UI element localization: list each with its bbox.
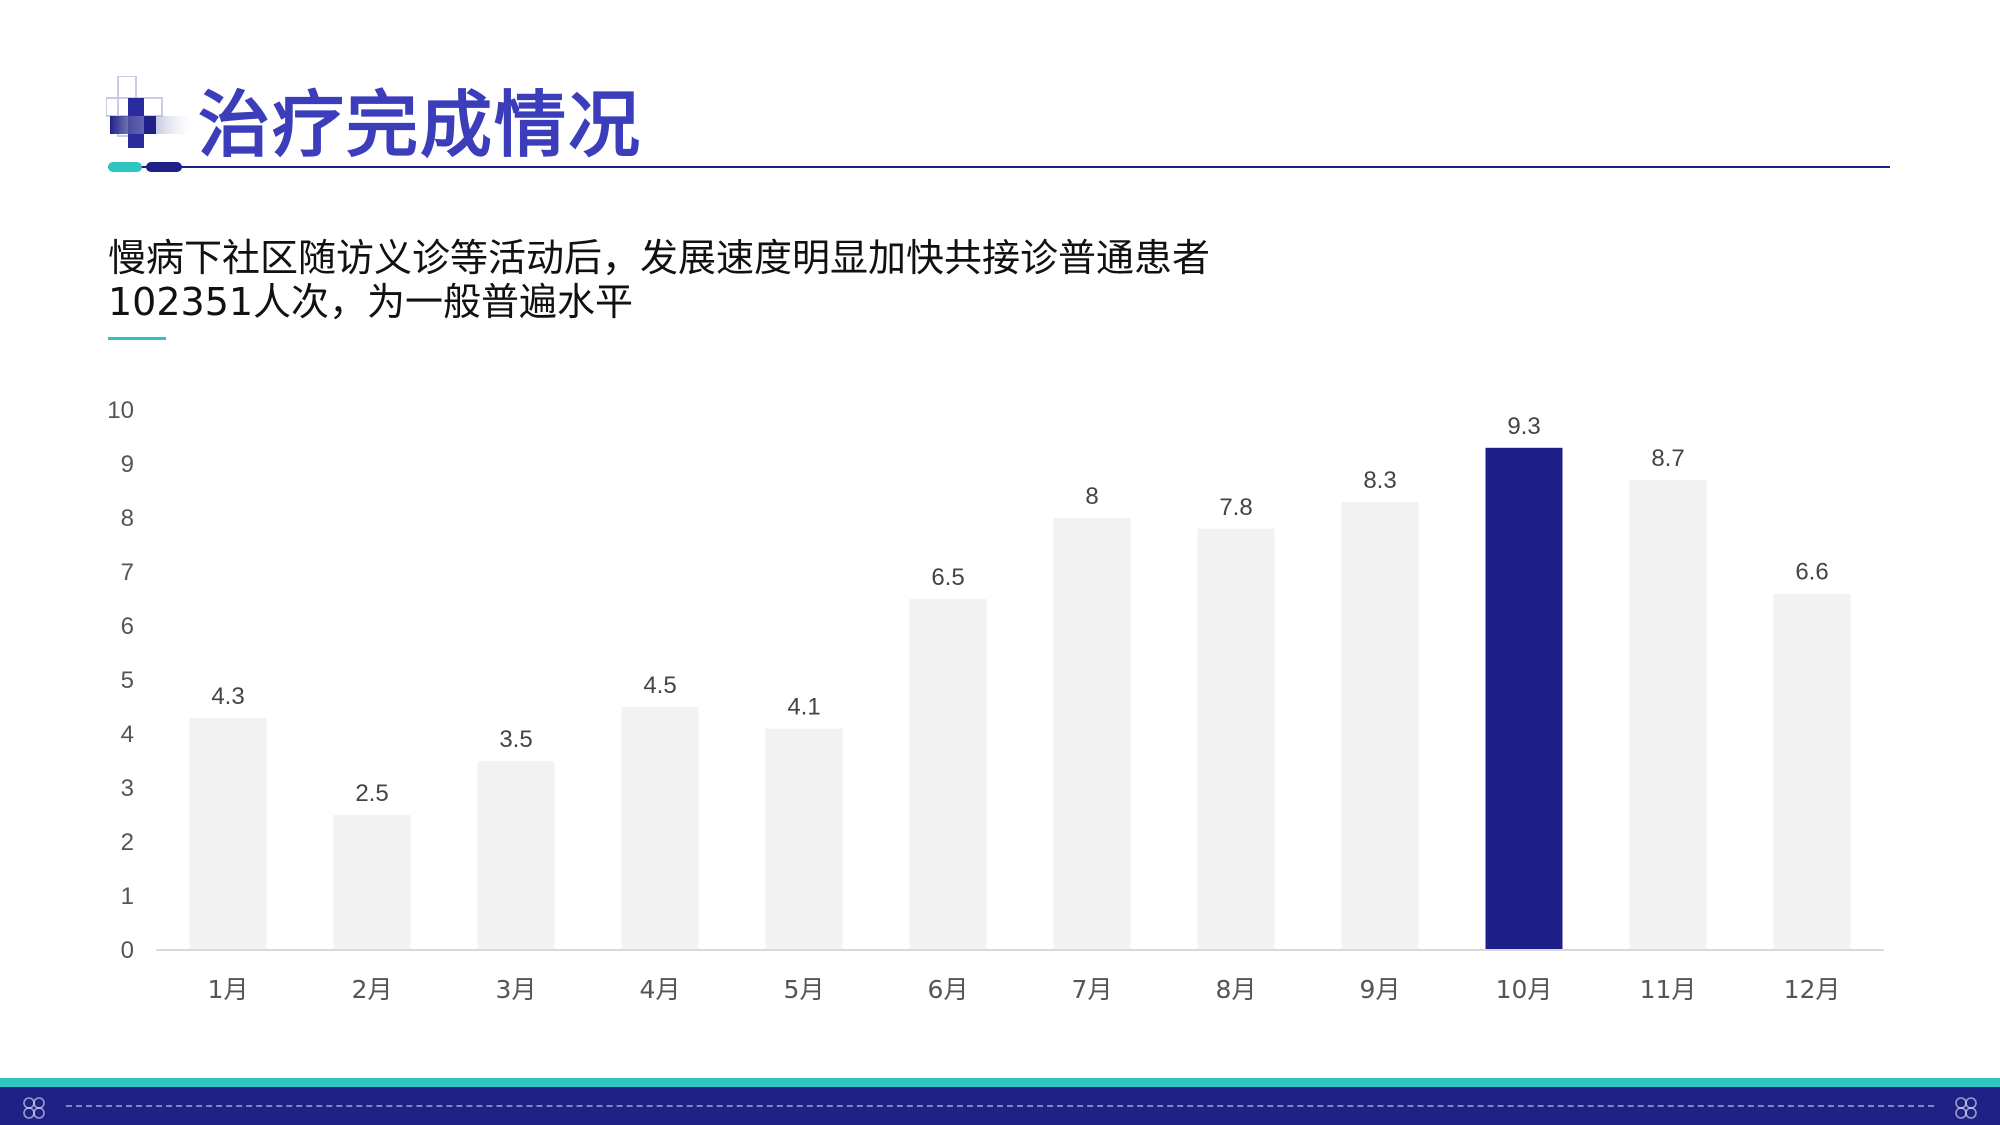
x-tick-label: 10月	[1496, 975, 1553, 1004]
data-label: 6.6	[1795, 559, 1828, 586]
data-label: 6.5	[931, 564, 964, 591]
bar-6	[909, 599, 987, 950]
y-tick-label: 9	[121, 451, 134, 478]
clover-ornament-icon	[23, 1097, 45, 1119]
y-tick-label: 2	[121, 829, 134, 856]
page-title: 治疗完成情况	[198, 83, 643, 167]
footer-navy-band	[0, 1087, 2000, 1125]
y-tick-label: 3	[121, 775, 134, 802]
bar-3	[477, 761, 555, 950]
x-tick-label: 9月	[1360, 975, 1401, 1004]
data-label: 3.5	[499, 726, 532, 753]
data-label: 7.8	[1219, 494, 1252, 521]
x-tick-label: 3月	[496, 975, 537, 1004]
x-tick-label: 12月	[1784, 975, 1841, 1004]
clover-ornament-icon	[1955, 1097, 1977, 1119]
data-label: 9.3	[1507, 413, 1540, 440]
navy-accent-pill	[146, 162, 182, 172]
description-line-1: 慢病下社区随访义诊等活动后，发展速度明显加快共接诊普通患者	[108, 236, 1211, 280]
x-tick-label: 7月	[1072, 975, 1113, 1004]
x-tick-label: 11月	[1640, 975, 1697, 1004]
data-label: 4.3	[211, 683, 244, 710]
y-tick-label: 10	[107, 397, 134, 424]
x-tick-label: 8月	[1216, 975, 1257, 1004]
bar-7	[1053, 518, 1131, 950]
data-label: 8	[1085, 483, 1098, 510]
medical-cross-logo-icon	[106, 76, 192, 148]
x-tick-label: 5月	[784, 975, 825, 1004]
footer-teal-band	[0, 1078, 2000, 1087]
data-label: 8.7	[1651, 445, 1684, 472]
x-tick-label: 2月	[352, 975, 393, 1004]
y-tick-label: 5	[121, 667, 134, 694]
y-tick-label: 1	[121, 883, 134, 910]
data-label: 8.3	[1363, 467, 1396, 494]
y-tick-label: 8	[121, 505, 134, 532]
y-tick-label: 7	[121, 559, 134, 586]
x-tick-label: 6月	[928, 975, 969, 1004]
x-tick-label: 4月	[640, 975, 681, 1004]
bar-11	[1629, 480, 1707, 950]
chart-description: 慢病下社区随访义诊等活动后，发展速度明显加快共接诊普通患者 102351人次，为…	[108, 236, 1308, 324]
bar-9	[1341, 501, 1419, 950]
title-underline	[108, 166, 1890, 168]
y-tick-label: 6	[121, 613, 134, 640]
data-label: 2.5	[355, 780, 388, 807]
bar-12	[1773, 593, 1851, 950]
bar-1	[189, 717, 267, 950]
footer-dashed-line	[66, 1105, 1934, 1107]
y-tick-label: 0	[121, 937, 134, 964]
description-line-2: 102351人次，为一般普遍水平	[108, 280, 634, 324]
y-tick-label: 4	[121, 721, 134, 748]
description-accent-rule	[108, 337, 166, 340]
bar-4	[621, 707, 699, 950]
teal-accent-pill	[108, 162, 142, 172]
bar-5	[765, 728, 843, 950]
data-label: 4.1	[787, 694, 820, 721]
bar-chart: 0 1 2 3 4 5 6 7 8 9 10 4.3 1月 2.5 2月 3.5 3月 4.5 4月 4.1 5月 6.5…	[107, 397, 1884, 1004]
bar-10	[1485, 447, 1563, 950]
bar-8	[1197, 528, 1275, 950]
bar-2	[333, 815, 411, 950]
data-label: 4.5	[643, 672, 676, 699]
x-tick-label: 1月	[208, 975, 249, 1004]
